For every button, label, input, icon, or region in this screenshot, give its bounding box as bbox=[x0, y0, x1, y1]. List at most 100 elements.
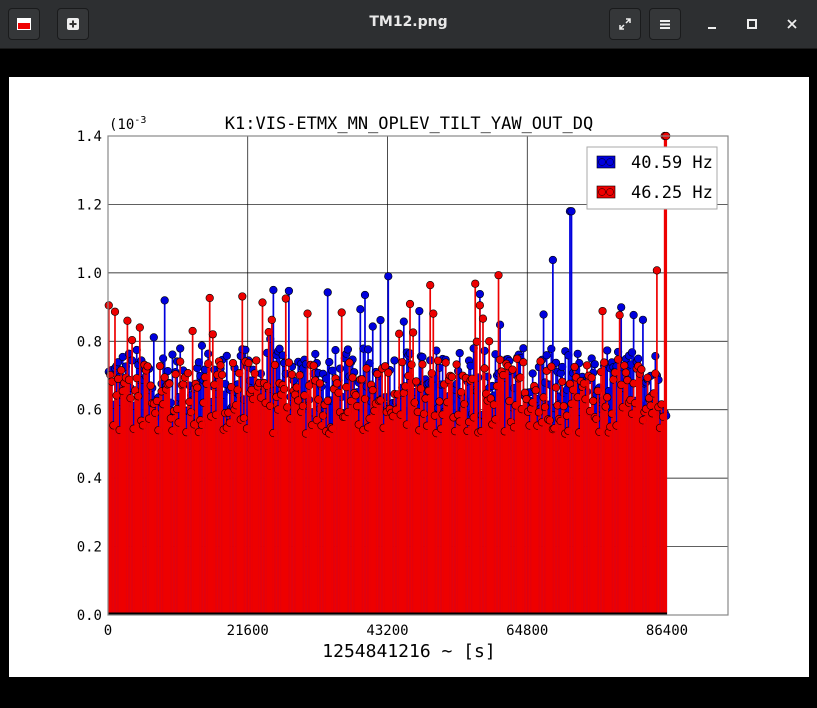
marker bbox=[176, 357, 185, 366]
chart: 0 21600 43200 64800 86400 0.0 0.2 0.4 0.6 0.8 1.0 1… bbox=[77, 114, 729, 662]
app-menu-button[interactable] bbox=[8, 8, 40, 40]
marker bbox=[186, 408, 196, 417]
marker bbox=[558, 377, 567, 386]
marker bbox=[127, 336, 137, 345]
marker bbox=[435, 397, 444, 406]
marker bbox=[176, 344, 185, 353]
marker bbox=[589, 396, 598, 405]
marker bbox=[318, 411, 328, 420]
marker bbox=[228, 358, 238, 368]
marker bbox=[160, 296, 169, 305]
maximize-button[interactable] bbox=[738, 10, 766, 38]
marker bbox=[412, 377, 421, 386]
marker bbox=[495, 355, 505, 364]
y-tick-label: 0.2 bbox=[77, 540, 102, 556]
marker bbox=[325, 357, 334, 367]
image-viewport[interactable]: 0 21600 43200 64800 86400 0.0 0.2 0.4 0.6 0.8 1.0 1… bbox=[0, 49, 817, 708]
marker bbox=[426, 280, 435, 290]
marker bbox=[281, 294, 290, 303]
y-tick-label: 1.2 bbox=[77, 197, 102, 213]
marker bbox=[590, 360, 599, 369]
marker bbox=[416, 384, 425, 393]
marker bbox=[480, 364, 489, 373]
series-1 bbox=[104, 131, 671, 615]
marker bbox=[314, 395, 323, 404]
plot-frame bbox=[107, 135, 729, 616]
new-tab-icon bbox=[67, 18, 79, 30]
y-tick-label: 1.4 bbox=[77, 129, 102, 145]
y-tick-label: 1.0 bbox=[77, 266, 102, 282]
legend-label-1: 46.25 Hz bbox=[631, 183, 713, 203]
marker bbox=[283, 403, 292, 412]
close-button[interactable] bbox=[778, 10, 806, 38]
x-tick-label: 21600 bbox=[227, 623, 269, 639]
marker bbox=[110, 307, 120, 316]
marker bbox=[452, 360, 461, 369]
marker bbox=[287, 370, 297, 379]
marker bbox=[513, 354, 522, 363]
x-tick-label: 64800 bbox=[506, 623, 548, 639]
marker bbox=[258, 298, 267, 307]
marker bbox=[208, 330, 217, 339]
marker bbox=[197, 341, 207, 350]
marker bbox=[315, 379, 325, 388]
marker bbox=[193, 383, 202, 392]
marker bbox=[395, 329, 404, 338]
marker bbox=[104, 301, 113, 310]
marker bbox=[582, 361, 592, 370]
marker bbox=[348, 373, 357, 382]
marker bbox=[547, 362, 556, 371]
marker bbox=[410, 398, 419, 407]
marker bbox=[126, 393, 135, 403]
marker bbox=[627, 348, 637, 357]
image-viewer-icon bbox=[17, 18, 31, 30]
fullscreen-icon bbox=[619, 18, 631, 30]
marker bbox=[123, 316, 132, 325]
marker bbox=[336, 364, 345, 373]
marker bbox=[275, 344, 284, 353]
marker bbox=[222, 351, 231, 360]
marker bbox=[427, 369, 436, 378]
y-tick-label: 0.0 bbox=[77, 608, 102, 624]
menu-button[interactable] bbox=[649, 8, 681, 40]
new-tab-button[interactable] bbox=[57, 8, 89, 40]
marker bbox=[269, 285, 278, 295]
marker bbox=[415, 306, 424, 316]
marker bbox=[351, 391, 360, 400]
marker bbox=[475, 289, 484, 299]
marker bbox=[135, 323, 144, 332]
legend-marker-1b bbox=[606, 188, 614, 196]
marker bbox=[384, 368, 393, 377]
marker bbox=[545, 416, 554, 425]
marker bbox=[280, 385, 289, 394]
legend-label-0: 40.59 Hz bbox=[631, 153, 713, 173]
marker bbox=[409, 328, 418, 337]
marker bbox=[531, 386, 540, 395]
marker bbox=[471, 279, 480, 288]
marker bbox=[284, 358, 293, 367]
marker bbox=[250, 369, 259, 378]
fullscreen-button[interactable] bbox=[609, 8, 641, 40]
marker bbox=[239, 413, 248, 423]
minimize-button[interactable] bbox=[698, 10, 726, 38]
marker bbox=[363, 345, 373, 354]
marker bbox=[238, 292, 247, 301]
marker bbox=[263, 381, 272, 391]
marker bbox=[356, 305, 365, 314]
marker bbox=[146, 381, 155, 390]
marker bbox=[528, 369, 537, 378]
marker bbox=[539, 310, 548, 319]
y-tick-label: 0.6 bbox=[77, 403, 102, 419]
marker bbox=[457, 388, 466, 397]
marker bbox=[637, 365, 646, 374]
marker bbox=[620, 361, 629, 370]
marker bbox=[160, 373, 169, 382]
image-canvas: 0 21600 43200 64800 86400 0.0 0.2 0.4 0.6 0.8 1.0 1… bbox=[9, 77, 809, 677]
marker bbox=[267, 315, 276, 324]
marker bbox=[548, 255, 557, 265]
marker bbox=[559, 402, 568, 411]
legend: 40.59 Hz 46.25 Hz bbox=[586, 146, 718, 210]
marker bbox=[373, 369, 382, 379]
marker bbox=[303, 309, 312, 318]
marker bbox=[360, 290, 370, 300]
